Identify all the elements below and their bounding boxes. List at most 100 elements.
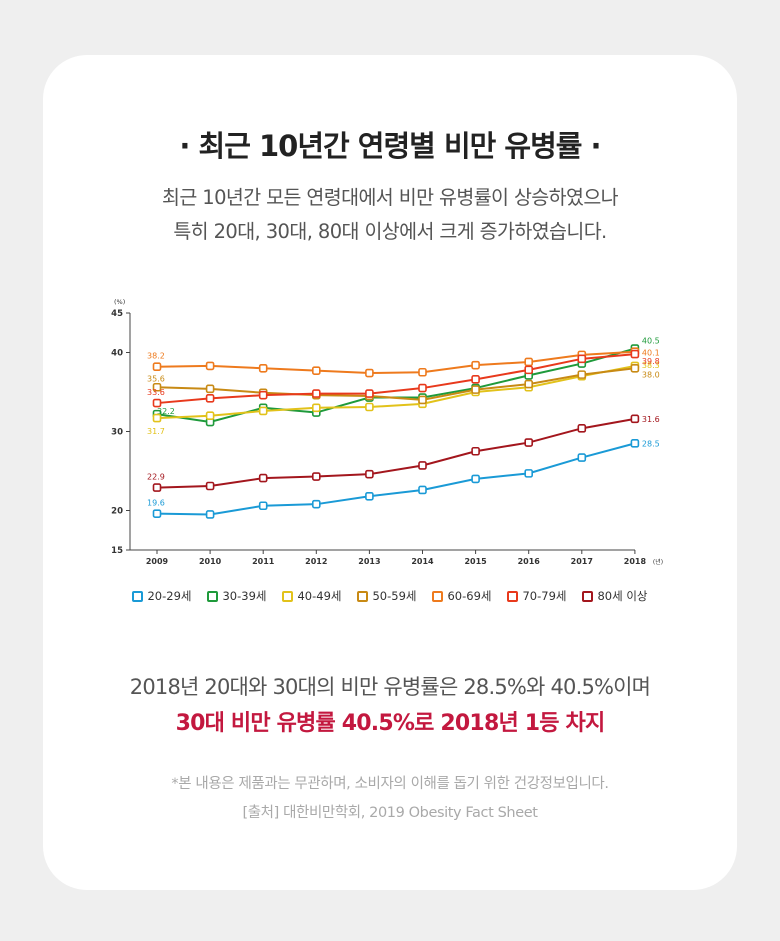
y-tick-label: 45 [111, 309, 123, 319]
disclaimer-note: *본 내용은 제품과는 무관하며, 소비자의 이해를 돕기 위한 건강정보입니다… [171, 776, 609, 792]
y-tick-label: 30 [111, 428, 123, 438]
series-line-3039 [156, 347, 636, 424]
data-point-5059 [152, 382, 162, 392]
data-point-7079 [418, 383, 427, 393]
data-point-7079 [205, 394, 215, 403]
subtitle: 최근 10년간 모든 연령대에서 비만 유병률이 상승하였으나 특히 20대, … [0, 181, 780, 249]
data-point-6069 [312, 366, 321, 375]
x-tick-label: 2018 [624, 557, 647, 566]
data-point-6069 [524, 357, 534, 367]
end-value-label: 31.6 [642, 415, 660, 424]
legend-label: 70-79세 [522, 589, 567, 603]
legend-label: 80세 이상 [597, 589, 648, 603]
data-point-5059 [577, 370, 587, 379]
data-point-4049 [258, 406, 268, 416]
legend-label: 20-29세 [147, 589, 192, 603]
data-point-2029 [312, 499, 321, 509]
data-point-2029 [524, 469, 534, 478]
y-tick-label: 40 [111, 349, 123, 359]
legend-label: 30-39세 [222, 589, 267, 603]
highlight-text: 30대 비만 유병률 40.5%로 2018년 1등 차지 [175, 711, 606, 736]
legend-swatch [357, 590, 369, 602]
start-value-label: 31.7 [147, 427, 165, 436]
data-point-80 [152, 483, 162, 492]
data-point-7079 [577, 354, 587, 364]
data-point-80 [365, 469, 374, 479]
data-point-6069 [471, 360, 480, 370]
data-point-7079 [258, 390, 268, 400]
data-point-80 [312, 472, 321, 481]
end-value-label: 40.1 [642, 349, 660, 358]
series-line-6069 [156, 350, 635, 375]
data-point-80 [577, 424, 587, 433]
x-axis-unit: (년) [653, 558, 663, 566]
data-point-5059 [630, 364, 640, 373]
start-value-label: 33.6 [147, 388, 165, 397]
legend-swatch [582, 590, 594, 602]
series-line-80 [156, 417, 636, 489]
data-point-5059 [524, 379, 534, 389]
start-value-label: 38.2 [147, 352, 165, 361]
legend-swatch [282, 590, 294, 602]
source-citation: [출처] 대한비만학회, 2019 Obesity Fact Sheet [242, 805, 538, 821]
data-point-4049 [365, 402, 374, 412]
x-tick-label: 2011 [252, 557, 275, 566]
data-point-2029 [205, 510, 215, 519]
data-point-2029 [258, 501, 268, 511]
data-point-7079 [630, 349, 640, 359]
data-point-6069 [365, 368, 374, 378]
data-point-2029 [365, 491, 374, 501]
end-value-label: 28.5 [642, 439, 660, 448]
legend-item: 60-69세 [432, 588, 491, 604]
data-point-7079 [471, 375, 480, 384]
end-value-label: 39.8 [642, 357, 660, 366]
data-point-4049 [205, 411, 215, 420]
y-axis-unit: (%) [114, 298, 125, 306]
data-point-4049 [312, 403, 321, 413]
legend-label: 50-59세 [372, 589, 417, 603]
content-card [43, 55, 737, 890]
end-value-label: 38.3 [642, 361, 660, 370]
x-tick-label: 2010 [199, 557, 222, 566]
data-point-6069 [258, 364, 268, 373]
legend-label: 40-49세 [297, 589, 342, 603]
start-value-label: 32.2 [157, 407, 175, 416]
data-point-80 [418, 461, 427, 470]
data-point-5059 [418, 395, 427, 405]
start-value-label: 22.9 [147, 473, 165, 482]
data-point-2029 [630, 439, 640, 448]
summary-text: 2018년 20대와 30대의 비만 유병률은 28.5%와 40.5%이며 [129, 675, 651, 699]
x-tick-label: 2013 [358, 557, 380, 566]
legend-swatch [507, 590, 519, 602]
x-tick-label: 2012 [305, 557, 327, 566]
y-tick-label: 20 [111, 507, 123, 517]
data-point-80 [471, 446, 480, 456]
legend-item: 70-79세 [507, 588, 566, 604]
legend-swatch [132, 590, 144, 602]
data-point-80 [524, 438, 534, 447]
data-point-7079 [524, 365, 534, 375]
data-point-6069 [205, 361, 215, 371]
legend-swatch [432, 590, 444, 602]
data-point-80 [630, 414, 640, 424]
chart-legend: 20-29세 30-39세 40-49세 50-59세 60-69세 70-79세 80세 … [0, 588, 780, 604]
data-point-2029 [418, 485, 427, 495]
legend-item: 20-29세 [132, 588, 191, 604]
data-point-7079 [152, 398, 162, 408]
x-tick-label: 2017 [571, 557, 593, 566]
x-tick-label: 2009 [146, 557, 169, 566]
legend-item: 50-59세 [357, 588, 416, 604]
data-point-2029 [577, 453, 587, 462]
data-point-80 [258, 473, 268, 483]
data-point-6069 [152, 362, 162, 372]
series-line-5059 [156, 367, 636, 401]
series-line-7079 [156, 353, 635, 405]
x-tick-label: 2016 [518, 557, 541, 566]
legend-label: 60-69세 [447, 589, 492, 603]
end-value-label: 38.0 [642, 370, 660, 379]
series-line-4049 [156, 364, 636, 420]
legend-item: 30-39세 [207, 588, 266, 604]
subtitle-line-1: 최근 10년간 모든 연령대에서 비만 유병률이 상승하였으나 [161, 186, 619, 209]
data-point-6069 [418, 367, 427, 377]
start-value-label: 19.6 [147, 499, 165, 508]
